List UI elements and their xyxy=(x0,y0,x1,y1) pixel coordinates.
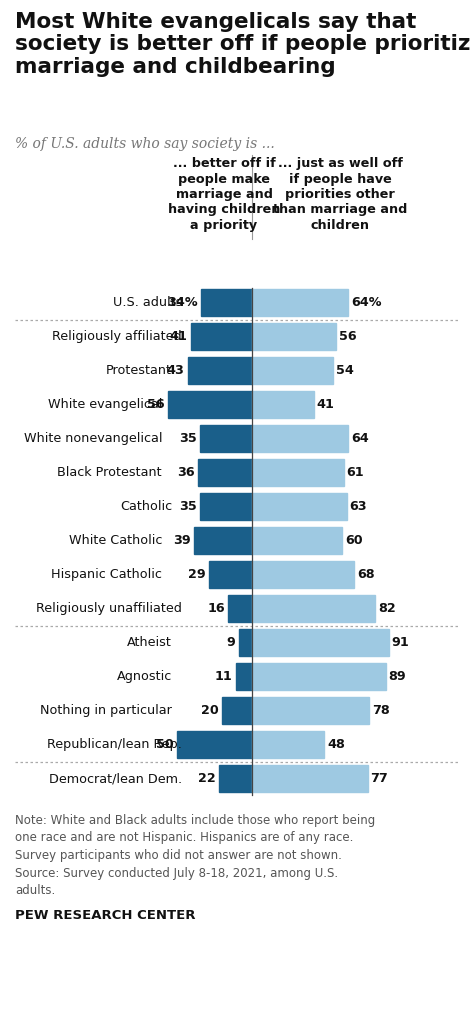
Bar xyxy=(252,765,368,792)
Bar xyxy=(235,663,252,690)
Text: Protestant: Protestant xyxy=(106,364,172,377)
Text: 36: 36 xyxy=(177,466,195,479)
Text: 9: 9 xyxy=(227,636,235,649)
Text: White Catholic: White Catholic xyxy=(69,534,162,547)
Bar xyxy=(252,391,313,418)
Text: ... just as well off
if people have
priorities other
than marriage and
children: ... just as well off if people have prio… xyxy=(273,157,407,232)
Text: 22: 22 xyxy=(198,772,216,785)
Text: ... better off if
people make
marriage and
having children
a priority: ... better off if people make marriage a… xyxy=(168,157,280,232)
Bar xyxy=(199,493,252,520)
Text: Religiously unaffiliated: Religiously unaffiliated xyxy=(36,602,182,615)
Bar xyxy=(168,391,252,418)
Text: Hispanic Catholic: Hispanic Catholic xyxy=(51,568,162,581)
Bar xyxy=(209,561,252,588)
Bar xyxy=(252,561,354,588)
Bar xyxy=(252,527,342,554)
Text: White evangelical: White evangelical xyxy=(47,398,162,411)
Text: 56: 56 xyxy=(339,330,357,343)
Text: 64: 64 xyxy=(351,432,369,445)
Bar xyxy=(238,629,252,656)
Text: 63: 63 xyxy=(350,500,367,513)
Bar xyxy=(252,697,369,724)
Text: Agnostic: Agnostic xyxy=(117,670,172,683)
Text: 60: 60 xyxy=(345,534,363,547)
Text: 54: 54 xyxy=(336,364,354,377)
Text: 78: 78 xyxy=(372,705,390,717)
Bar xyxy=(252,493,346,520)
Text: 43: 43 xyxy=(167,364,185,377)
Bar xyxy=(190,323,252,350)
Text: 35: 35 xyxy=(179,500,196,513)
Text: 11: 11 xyxy=(215,670,233,683)
Bar xyxy=(252,663,385,690)
Text: 35: 35 xyxy=(179,432,196,445)
Text: 50: 50 xyxy=(156,738,174,751)
Bar xyxy=(252,425,348,452)
Text: 89: 89 xyxy=(389,670,406,683)
Text: 48: 48 xyxy=(327,738,345,751)
Text: Note: White and Black adults include those who report being
one race and are not: Note: White and Black adults include tho… xyxy=(15,814,375,897)
Bar xyxy=(194,527,252,554)
Text: U.S. adults: U.S. adults xyxy=(113,296,182,309)
Text: Republican/lean Rep.: Republican/lean Rep. xyxy=(47,738,182,751)
Text: Most White evangelicals say that
society is better off if people prioritize
marr: Most White evangelicals say that society… xyxy=(15,12,470,77)
Text: 16: 16 xyxy=(207,602,225,615)
Text: 34%: 34% xyxy=(167,296,198,309)
Text: 39: 39 xyxy=(173,534,190,547)
Bar xyxy=(252,323,336,350)
Bar xyxy=(252,357,333,384)
Bar xyxy=(252,731,324,758)
Text: 20: 20 xyxy=(201,705,219,717)
Text: Black Protestant: Black Protestant xyxy=(57,466,162,479)
Bar xyxy=(228,595,252,622)
Text: 91: 91 xyxy=(392,636,409,649)
Text: 77: 77 xyxy=(370,772,388,785)
Bar xyxy=(199,425,252,452)
Text: 82: 82 xyxy=(378,602,396,615)
Bar xyxy=(188,357,252,384)
Text: Nothing in particular: Nothing in particular xyxy=(40,705,172,717)
Text: 68: 68 xyxy=(357,568,375,581)
Bar xyxy=(222,697,252,724)
Text: 41: 41 xyxy=(316,398,334,411)
Text: Atheist: Atheist xyxy=(127,636,172,649)
Text: 41: 41 xyxy=(170,330,188,343)
Text: PEW RESEARCH CENTER: PEW RESEARCH CENTER xyxy=(15,909,196,922)
Text: Religiously affiliated: Religiously affiliated xyxy=(52,330,182,343)
Bar xyxy=(219,765,252,792)
Bar xyxy=(252,595,375,622)
Text: 56: 56 xyxy=(148,398,165,411)
Text: 61: 61 xyxy=(346,466,364,479)
Text: White nonevangelical: White nonevangelical xyxy=(24,432,162,445)
Bar xyxy=(252,289,348,316)
Text: Democrat/lean Dem.: Democrat/lean Dem. xyxy=(49,772,182,785)
Text: 64%: 64% xyxy=(351,296,382,309)
Bar xyxy=(177,731,252,758)
Bar xyxy=(198,459,252,486)
Text: 29: 29 xyxy=(188,568,205,581)
Text: Catholic: Catholic xyxy=(120,500,172,513)
Text: % of U.S. adults who say society is ...: % of U.S. adults who say society is ... xyxy=(15,137,275,151)
Bar xyxy=(252,459,344,486)
Bar xyxy=(201,289,252,316)
Bar xyxy=(252,629,389,656)
